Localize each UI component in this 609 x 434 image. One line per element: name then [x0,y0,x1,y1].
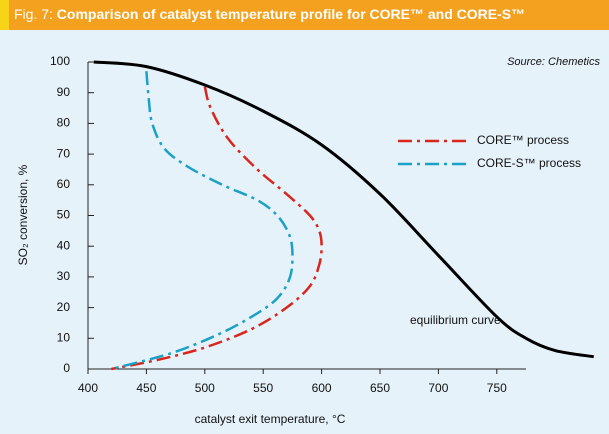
y-tick-label: 20 [57,300,71,314]
y-tick-label: 30 [57,269,71,283]
x-tick-label: 600 [312,381,332,395]
source: Source: Chemetics [507,56,600,68]
series-line [93,60,594,359]
x-tick-label: 500 [195,381,215,395]
y-tick-label: 40 [57,238,71,252]
header-title: Fig. 7: Comparison of catalyst temperatu… [14,6,525,22]
y-tick-label: 100 [50,54,70,68]
x-tick-label: 550 [253,381,273,395]
legend-label: CORE-S™ process [477,156,581,170]
header-bar [0,0,609,30]
header-accent [0,0,9,30]
x-tick-label: 400 [78,381,98,395]
legend-label: CORE™ process [477,133,569,147]
y-tick-label: 80 [57,116,71,130]
series-line [111,71,294,371]
y-tick-label: 70 [57,146,71,160]
annotation: equilibrium curve [410,313,501,327]
x-tick-label: 650 [370,381,390,395]
y-tick-label: 0 [63,361,70,375]
x-tick-label: 750 [487,381,507,395]
figure-label: Fig. 7: [14,6,53,22]
y-tick-label: 60 [57,177,71,191]
x-tick-label: 450 [136,381,156,395]
y-tick-label: 10 [57,330,71,344]
y-axis-label: SO₂ conversion, % [16,164,30,265]
chart-title: Comparison of catalyst temperature profi… [57,6,525,22]
y-tick-label: 50 [57,208,71,222]
y-tick-label: 90 [57,85,71,99]
x-tick-label: 700 [428,381,448,395]
series-line [111,86,323,371]
x-axis-label: catalyst exit temperature, °C [195,412,346,426]
